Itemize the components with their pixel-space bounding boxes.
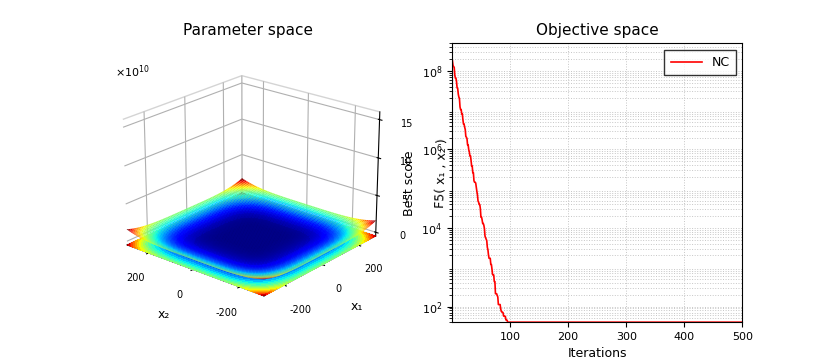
Text: $\times10^{10}$: $\times10^{10}$	[115, 64, 149, 80]
Y-axis label: x₁: x₁	[351, 300, 363, 313]
X-axis label: Iterations: Iterations	[568, 348, 627, 361]
X-axis label: x₂: x₂	[158, 308, 170, 321]
Y-axis label: Best score: Best score	[403, 150, 416, 215]
Title: Objective space: Objective space	[535, 23, 658, 38]
Legend: NC: NC	[664, 50, 736, 75]
Title: Parameter space: Parameter space	[183, 23, 314, 38]
